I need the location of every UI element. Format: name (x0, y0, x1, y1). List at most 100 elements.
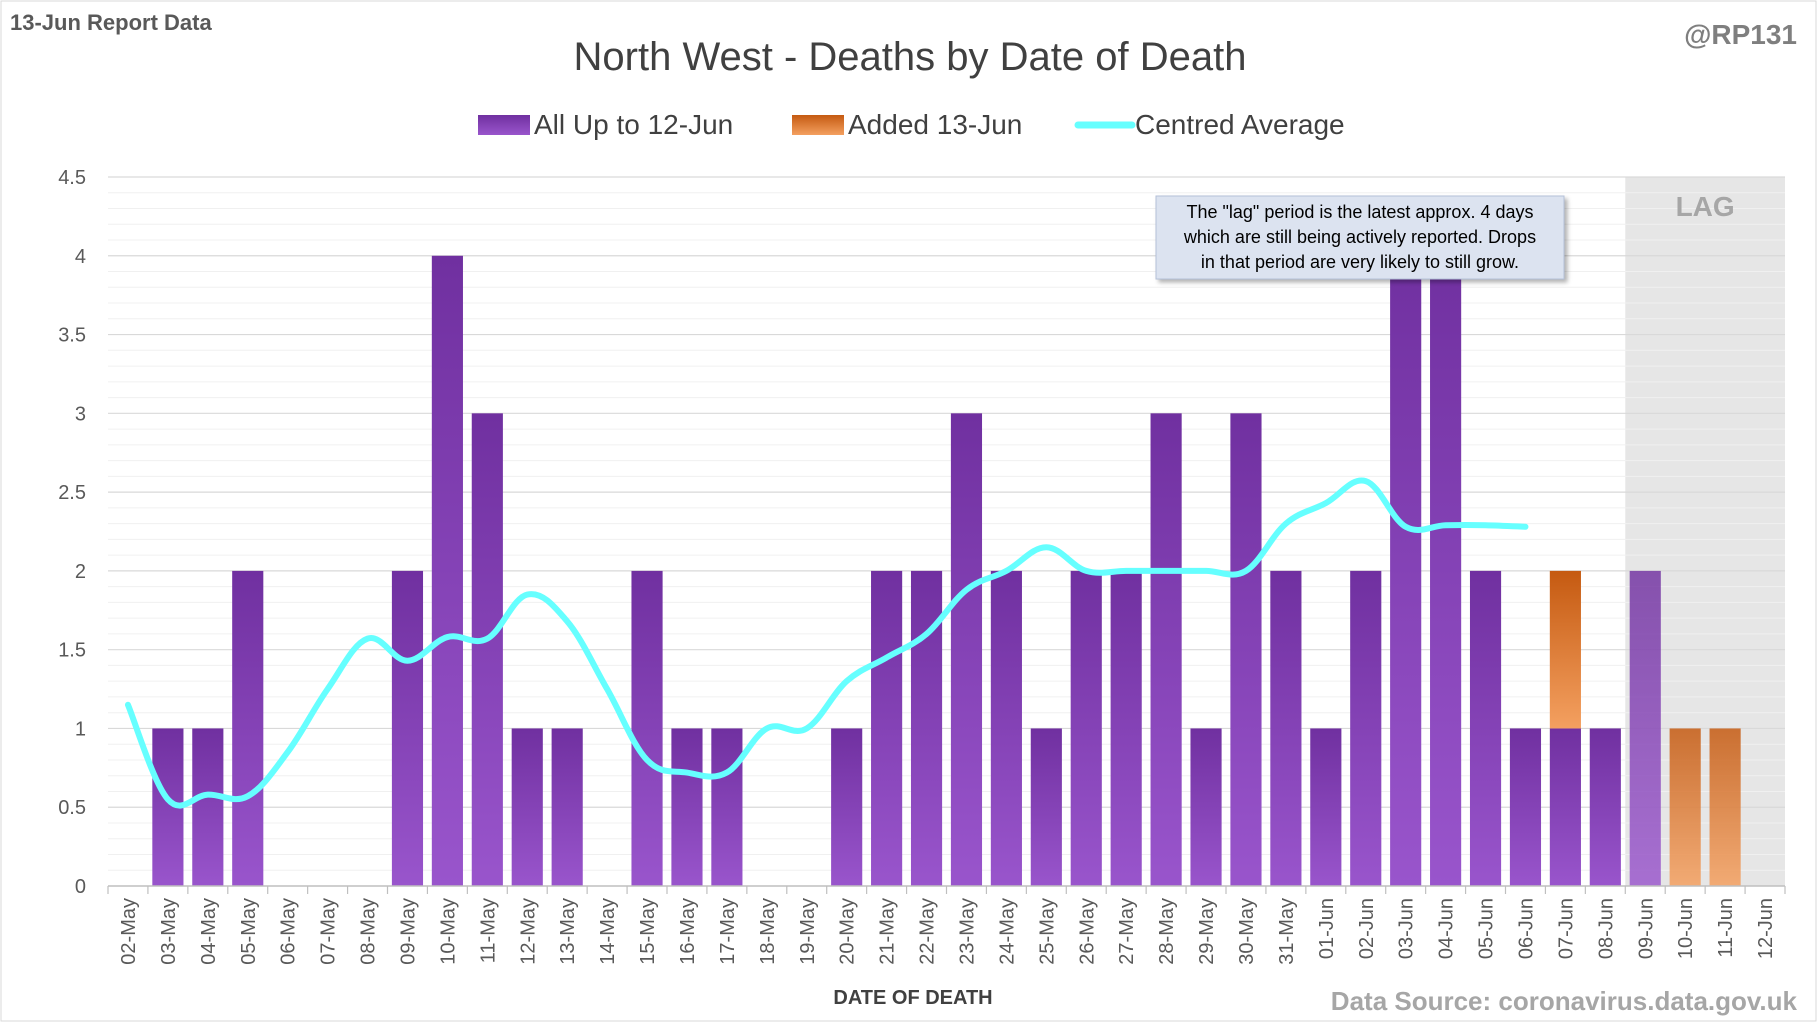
x-tick-label: 24-May (996, 898, 1018, 965)
bar-all-up-to-12-jun (1310, 728, 1342, 886)
bar-all-up-to-12-jun (831, 728, 863, 886)
y-tick-label: 3.5 (58, 325, 86, 347)
bar-all-up-to-12-jun (192, 728, 224, 886)
x-tick-label: 09-May (397, 898, 419, 965)
x-tick-label: 02-May (118, 898, 140, 965)
x-tick-label: 04-Jun (1436, 898, 1458, 959)
bar-all-up-to-12-jun (232, 570, 264, 886)
y-tick-label: 2.5 (58, 482, 86, 504)
y-tick-label: 1 (75, 718, 86, 740)
lag-annotation-line-2: which are still being actively reported.… (1183, 227, 1536, 247)
y-tick-label: 2 (75, 561, 86, 583)
bar-all-up-to-12-jun (1270, 570, 1302, 886)
x-tick-label: 06-Jun (1515, 898, 1537, 959)
x-tick-label: 03-May (158, 898, 180, 965)
x-tick-label: 03-Jun (1396, 898, 1418, 959)
x-tick-label: 25-May (1036, 898, 1058, 965)
bar-all-up-to-12-jun (511, 728, 543, 886)
x-tick-label: 01-Jun (1316, 898, 1338, 959)
bar-all-up-to-12-jun (711, 728, 743, 886)
bar-all-up-to-12-jun (1350, 570, 1382, 886)
bar-all-up-to-12-jun (671, 728, 703, 886)
x-tick-label: 18-May (757, 898, 779, 965)
x-tick-label: 22-May (917, 898, 939, 965)
x-tick-label: 29-May (1196, 898, 1218, 965)
legend-swatch-existing (478, 115, 530, 135)
bar-all-up-to-12-jun (1150, 413, 1182, 886)
x-tick-label: 08-Jun (1595, 898, 1617, 959)
bar-all-up-to-12-jun (631, 570, 663, 886)
x-axis-title: DATE OF DEATH (833, 987, 992, 1009)
x-tick-label: 10-May (437, 898, 459, 965)
bar-all-up-to-12-jun (1030, 728, 1062, 886)
lag-annotation: The "lag" period is the latest approx. 4… (1155, 195, 1565, 280)
x-tick-label: 27-May (1116, 898, 1138, 965)
x-tick-label: 06-May (278, 898, 300, 965)
x-tick-label: 08-May (358, 898, 380, 965)
lag-annotation-line-1: The "lag" period is the latest approx. 4… (1187, 202, 1534, 222)
bar-all-up-to-12-jun (1430, 255, 1462, 886)
y-tick-label: 4 (75, 246, 86, 268)
x-tick-label: 21-May (877, 898, 899, 965)
bar-all-up-to-12-jun (551, 728, 583, 886)
x-tick-label: 11-May (477, 898, 499, 963)
legend-label-added: Added 13-Jun (848, 109, 1022, 140)
x-tick-label: 30-May (1236, 898, 1258, 965)
bar-all-up-to-12-jun (1469, 570, 1502, 886)
y-tick-label: 0 (75, 876, 86, 898)
bar-all-up-to-12-jun (871, 570, 903, 886)
legend: All Up to 12-Jun Added 13-Jun Centred Av… (478, 109, 1345, 140)
x-tick-label: 02-Jun (1356, 898, 1378, 959)
x-tick-label: 11-Jun (1715, 898, 1737, 958)
bar-all-up-to-12-jun (1110, 570, 1142, 886)
x-tick-label: 28-May (1156, 898, 1178, 965)
y-tick-label: 1.5 (58, 640, 86, 662)
y-tick-label: 0.5 (58, 797, 86, 819)
x-tick-label: 16-May (677, 898, 699, 965)
bar-all-up-to-12-jun (1549, 728, 1581, 886)
bar-added-13-jun (1709, 728, 1741, 886)
x-tick-label: 26-May (1076, 898, 1098, 965)
bar-all-up-to-12-jun (431, 255, 463, 886)
bar-added-13-jun (1669, 728, 1701, 886)
bar-all-up-to-12-jun (1070, 570, 1102, 886)
x-tick-label: 17-May (717, 898, 739, 965)
legend-label-average: Centred Average (1135, 109, 1345, 140)
line-layer (124, 477, 1529, 809)
lag-label: LAG (1676, 191, 1735, 222)
data-source: Data Source: coronavirus.data.gov.uk (1331, 986, 1798, 1016)
bar-all-up-to-12-jun (1390, 255, 1422, 886)
chart-title: North West - Deaths by Date of Death (574, 35, 1247, 79)
bar-all-up-to-12-jun (1230, 413, 1262, 886)
x-tick-label: 20-May (837, 898, 859, 965)
x-tick-label: 13-May (557, 898, 579, 965)
bar-all-up-to-12-jun (1190, 728, 1222, 886)
x-tick-label: 23-May (956, 898, 978, 965)
x-tick-label: 07-May (318, 898, 340, 965)
axis-layer: 0 0.5 1 1.5 2 2.5 3 3.5 4 4.5 02-May 03-May 04-May 05… (58, 167, 1786, 965)
x-tick-label: 31-May (1276, 898, 1298, 965)
x-tick-label: 05-Jun (1476, 898, 1498, 959)
x-tick-label: 15-May (637, 898, 659, 965)
line-centred-average (124, 477, 1529, 809)
x-tick-label: 10-Jun (1675, 898, 1697, 959)
bar-all-up-to-12-jun (1629, 570, 1661, 886)
lag-annotation-line-3: in that period are very likely to still … (1201, 252, 1519, 272)
bar-added-13-jun (1549, 570, 1581, 729)
x-tick-label: 12-Jun (1755, 898, 1777, 959)
y-tick-label: 3 (75, 403, 86, 425)
bar-all-up-to-12-jun (990, 570, 1022, 886)
bar-all-up-to-12-jun (1589, 728, 1621, 886)
lag-annotation-box (1155, 195, 1565, 280)
bar-all-up-to-12-jun (950, 413, 983, 886)
bar-layer (152, 255, 1741, 886)
handle-label: @RP131 (1684, 19, 1797, 50)
bar-all-up-to-12-jun (471, 413, 503, 886)
x-tick-label: 14-May (597, 898, 619, 965)
report-label: 13-Jun Report Data (10, 10, 212, 35)
x-tick-label: 12-May (517, 898, 539, 965)
x-tick-label: 04-May (198, 898, 220, 965)
